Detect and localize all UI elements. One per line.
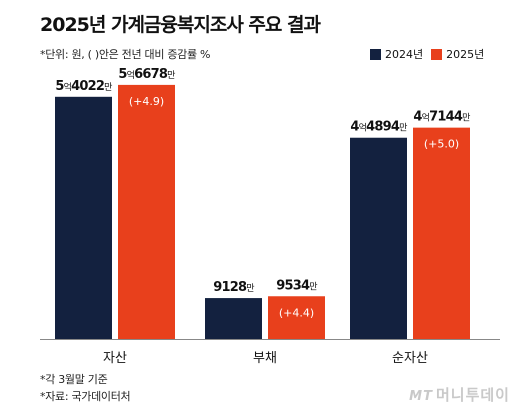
change-label-자산: (+4.9) bbox=[129, 95, 164, 108]
bar-자산-2024년 bbox=[55, 96, 112, 340]
legend-label-2025: 2025년 bbox=[446, 48, 485, 61]
value-label-자산-2024년: 5억4022만 bbox=[55, 79, 112, 94]
bar-부채-2024년 bbox=[205, 298, 262, 339]
value-label-자산-2025년: 5억6678만 bbox=[118, 67, 175, 82]
change-label-부채: (+4.4) bbox=[279, 306, 314, 319]
bar-순자산-2025년 bbox=[413, 127, 470, 340]
publisher-logo: MT 머니투데이 bbox=[409, 384, 510, 405]
legend-swatch-2024 bbox=[370, 48, 381, 60]
change-label-순자산: (+5.0) bbox=[424, 138, 459, 151]
value-label-부채-2024년: 9128만 bbox=[213, 280, 254, 295]
logo-name: 머니투데이 bbox=[435, 386, 510, 404]
legend-item-2024: 2024년 bbox=[370, 46, 423, 62]
legend-label-2024: 2024년 bbox=[385, 48, 424, 61]
legend: 2024년 2025년 bbox=[370, 46, 484, 62]
bar-부채-2025년 bbox=[268, 296, 325, 339]
footnote-source: *자료: 국가데이터처 bbox=[40, 390, 131, 403]
bar-자산-2025년 bbox=[118, 84, 175, 339]
category-label-자산: 자산 bbox=[103, 351, 127, 366]
footnote-basis: *각 3월말 기준 bbox=[40, 373, 108, 386]
chart-title: 2025년 가계금융복지조사 주요 결과 bbox=[40, 14, 321, 36]
logo-mark: MT bbox=[409, 389, 433, 404]
chart-subtitle: *단위: 원, ( )안은 전년 대비 증감률 % bbox=[40, 48, 211, 61]
value-label-순자산-2024년: 4억4894만 bbox=[350, 120, 407, 135]
bar-순자산-2024년 bbox=[350, 137, 407, 339]
value-label-부채-2025년: 9534만 bbox=[276, 278, 317, 293]
legend-item-2025: 2025년 bbox=[431, 46, 484, 62]
value-label-순자산-2025년: 4억7144만 bbox=[413, 110, 470, 125]
legend-swatch-2025 bbox=[431, 48, 443, 60]
category-label-부채: 부채 bbox=[253, 351, 277, 366]
category-label-순자산: 순자산 bbox=[392, 351, 428, 366]
